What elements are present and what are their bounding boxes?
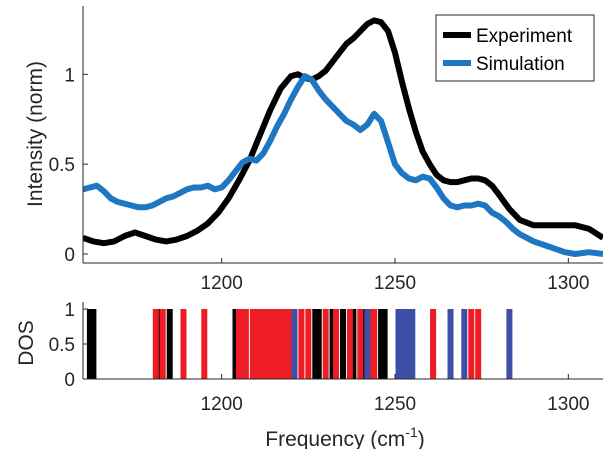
dos-bar: [395, 309, 402, 379]
dos-bar: [305, 309, 312, 379]
dos-bar: [357, 309, 364, 379]
dos-bar: [256, 309, 263, 379]
dos-bar: [461, 309, 468, 379]
dos-y-tick-label: 0.5: [49, 335, 75, 356]
dos-bar: [236, 309, 242, 379]
dos-bars: [86, 309, 513, 379]
dos-plot: 0 0.5 1 1200 1250 1300 DOS Frequency (cm-1): [15, 300, 603, 449]
dos-bar: [447, 309, 454, 379]
dos-bar: [298, 309, 305, 379]
dos-bar: [239, 309, 246, 379]
legend-box: [435, 14, 595, 82]
dos-bar: [156, 309, 163, 379]
intensity-y-tick-label: 1: [64, 65, 75, 86]
dos-bar: [402, 309, 409, 379]
dos-bar: [270, 309, 277, 379]
dos-bar: [201, 309, 208, 379]
dos-bar: [291, 309, 298, 379]
intensity-x-tick-label: 1250: [374, 273, 416, 294]
dos-bar: [159, 309, 166, 379]
dos-bar: [267, 309, 274, 379]
dos-bar: [152, 309, 159, 379]
dos-bar: [263, 309, 270, 379]
dos-bar: [253, 309, 260, 379]
dos-y-tick-label: 0: [64, 370, 75, 391]
dos-bar: [405, 309, 412, 379]
dos-bar: [249, 309, 256, 379]
y-axis-label-intensity: Intensity (norm): [24, 61, 47, 207]
dos-x-tick-label: 1200: [201, 394, 243, 415]
dos-y-tick-label: 1: [64, 300, 75, 321]
dos-bar: [322, 309, 329, 379]
dos-bar: [274, 309, 281, 379]
dos-bar: [281, 309, 288, 379]
dos-bar: [260, 309, 267, 379]
dos-bar: [180, 309, 187, 379]
legend-label-simulation: Simulation: [476, 54, 565, 75]
dos-bar: [430, 309, 437, 379]
dos-bar: [409, 309, 416, 379]
dos-bar: [312, 309, 319, 379]
intensity-series-lines: [83, 17, 603, 257]
x-axis-label-superscript: -1: [405, 424, 418, 440]
x-axis-label-frequency: Frequency (cm-1): [265, 424, 425, 449]
dos-bar: [277, 309, 284, 379]
intensity-x-tick-label: 1300: [547, 273, 589, 294]
dos-bar: [360, 309, 367, 379]
dos-bar: [378, 309, 385, 379]
dos-axes: 0 0.5 1 1200 1250 1300: [49, 300, 603, 415]
dos-bar: [506, 309, 513, 379]
dos-x-tick-label: 1300: [547, 394, 589, 415]
dos-bar: [333, 309, 340, 379]
dos-bar: [315, 309, 322, 379]
dos-bar: [340, 309, 346, 379]
y-axis-label-dos: DOS: [15, 320, 38, 366]
dos-bar: [166, 309, 173, 379]
intensity-axes: 0 0.5 1 1200 1250 1300: [49, 6, 603, 294]
dos-bar: [367, 309, 374, 379]
dos-bar: [381, 309, 388, 379]
dos-bar: [346, 309, 353, 379]
intensity-y-tick-label: 0: [64, 245, 75, 266]
dos-bar: [232, 309, 239, 379]
dos-bar: [284, 309, 291, 379]
intensity-y-tick-label: 0.5: [49, 155, 75, 176]
legend-label-experiment: Experiment: [476, 26, 573, 47]
series-line-simulation: [83, 73, 603, 257]
dos-bar: [86, 309, 93, 379]
series-line-experiment: [83, 17, 603, 247]
dos-bar: [475, 309, 482, 379]
dos-bar: [364, 309, 371, 379]
dos-bar: [242, 309, 249, 379]
dos-bar: [350, 309, 357, 379]
dos-bar: [371, 309, 378, 379]
x-axis-label-close: ): [418, 428, 425, 449]
dos-bar: [468, 309, 475, 379]
dos-bar: [90, 309, 97, 379]
legend: Experiment Simulation: [435, 14, 595, 82]
x-axis-label-text: Frequency (cm: [265, 428, 405, 449]
intensity-x-tick-label: 1200: [201, 273, 243, 294]
dos-bar: [398, 309, 405, 379]
dos-bar: [288, 309, 294, 379]
dos-bar: [329, 309, 336, 379]
dos-x-tick-label: 1250: [374, 394, 416, 415]
